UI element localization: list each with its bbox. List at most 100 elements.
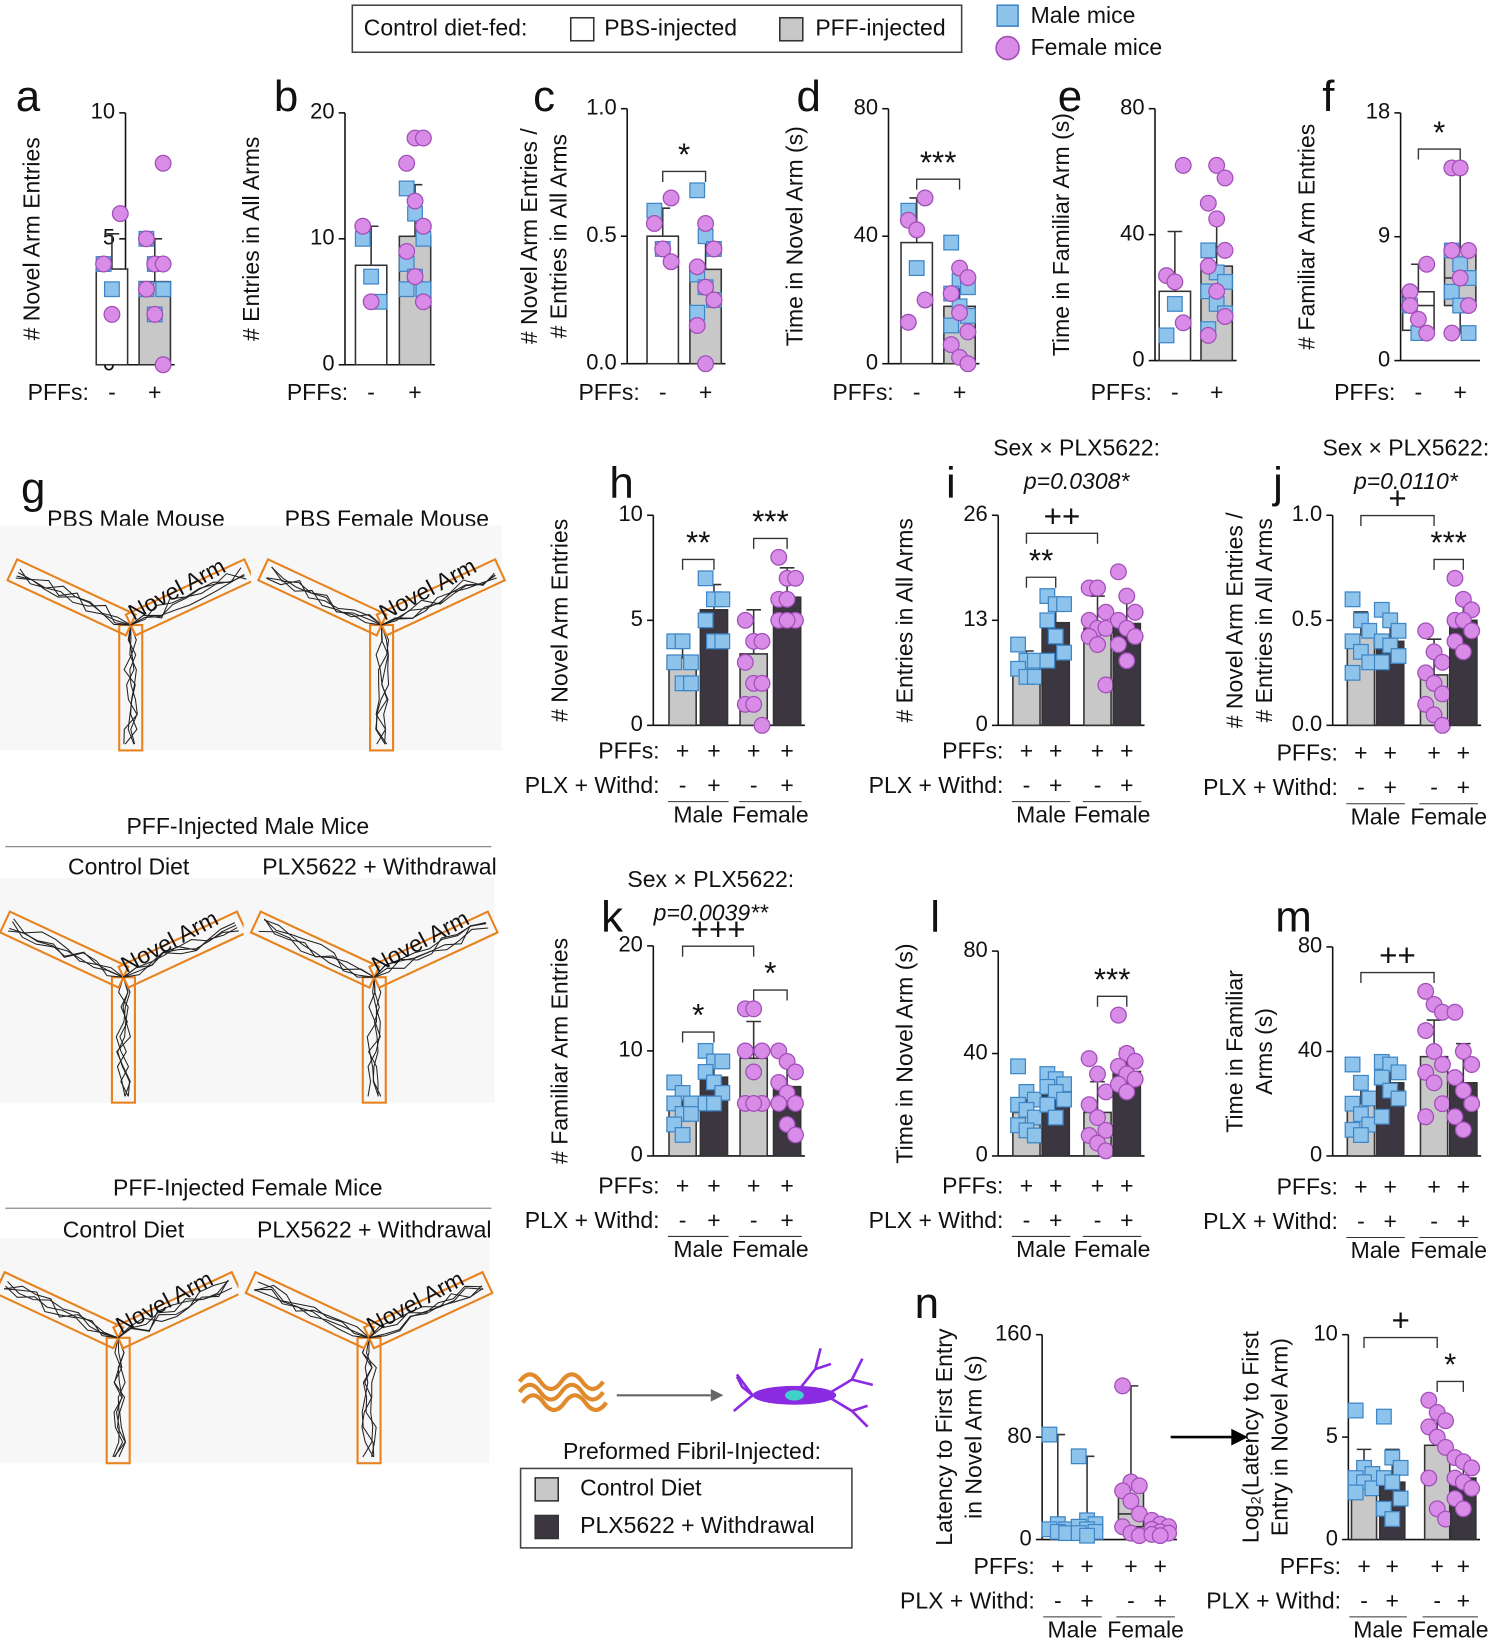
female-point xyxy=(745,1000,763,1018)
female-point xyxy=(1118,1083,1136,1101)
female-point xyxy=(1454,1082,1472,1100)
female-point xyxy=(1454,1121,1472,1139)
female-point xyxy=(688,316,706,334)
female-point xyxy=(745,1094,763,1112)
y-axis-label: Log₂(Latency to First xyxy=(1237,1330,1263,1543)
y-tick-label: 80 xyxy=(854,94,878,119)
significance-bracket xyxy=(1025,576,1057,588)
female-point xyxy=(1126,1070,1144,1088)
female-point xyxy=(1409,310,1427,328)
male-point xyxy=(674,633,691,650)
mouse-track xyxy=(130,573,247,626)
row-mark: + xyxy=(707,1207,720,1233)
y-tick-label: 20 xyxy=(618,932,642,957)
male-point xyxy=(1390,1064,1407,1081)
y-axis-label: Time in Familiar xyxy=(1222,970,1248,1133)
female-point xyxy=(645,214,663,232)
y-axis-label: Time in Novel Arm (s) xyxy=(891,943,917,1163)
panel-letter: f xyxy=(1322,72,1335,121)
maze-label: Control Diet xyxy=(63,1216,185,1242)
row-mark: - xyxy=(913,379,921,405)
female-point xyxy=(154,154,172,172)
row-label: PLX + Withd: xyxy=(869,772,1004,798)
significance-label: * xyxy=(764,956,776,991)
row-mark: + xyxy=(1210,379,1223,405)
mouse-track xyxy=(361,1337,377,1458)
significance-bracket xyxy=(681,945,755,957)
y-tick-label: 18 xyxy=(1366,99,1390,124)
sex-label: Female xyxy=(732,1236,809,1262)
female-point xyxy=(786,1094,804,1112)
legend-label: PFF-injected xyxy=(815,14,945,40)
row-mark: + xyxy=(1020,1172,1033,1198)
interaction-label: p=0.0110* xyxy=(1353,468,1459,494)
y-axis-label: Time in Familiar Arm (s) xyxy=(1048,113,1074,356)
y-tick-label: 10 xyxy=(91,99,115,124)
female-point xyxy=(1418,324,1436,342)
mouse-track xyxy=(372,977,380,1097)
mouse-track xyxy=(117,1287,233,1339)
row-mark: + xyxy=(747,738,760,764)
significance-bracket xyxy=(1096,995,1128,1007)
row-label: PFFs: xyxy=(1277,740,1338,766)
row-mark: + xyxy=(707,1172,720,1198)
female-point xyxy=(1199,326,1217,344)
row-label: PFFs: xyxy=(942,1172,1003,1198)
section-title: PFF-Injected Female Mice xyxy=(113,1174,383,1200)
female-point xyxy=(1109,636,1127,654)
female-point xyxy=(1109,1006,1127,1024)
panel-letter: h xyxy=(609,459,633,508)
row-mark: + xyxy=(1049,738,1062,764)
row-mark: - xyxy=(1094,772,1102,798)
mouse-track xyxy=(264,918,375,978)
row-mark: - xyxy=(750,1207,758,1233)
female-point xyxy=(736,611,754,629)
y-tick-label: 20 xyxy=(310,99,334,124)
legend-box xyxy=(519,1467,853,1549)
female-point xyxy=(1089,636,1106,654)
sex-label: Male xyxy=(1351,803,1401,829)
female-point xyxy=(146,305,164,323)
significance-bracket xyxy=(752,989,788,1001)
female-point xyxy=(1433,1056,1451,1073)
sex-label: Male xyxy=(1351,1237,1401,1263)
female-point xyxy=(745,695,763,713)
y-tick-label: 0 xyxy=(631,711,643,736)
y-axis-label: Time in Novel Arm (s) xyxy=(782,126,808,346)
row-mark: + xyxy=(1383,740,1396,766)
male-point xyxy=(1158,327,1175,344)
y-tick-label: 40 xyxy=(854,222,878,247)
female-point xyxy=(916,291,934,309)
row-mark: - xyxy=(1023,1207,1031,1233)
y-tick-label: 0 xyxy=(1326,1525,1338,1550)
female-point xyxy=(770,548,788,566)
female-point xyxy=(1216,308,1234,325)
row-mark: - xyxy=(1171,379,1179,405)
y-tick-label: 40 xyxy=(1120,220,1144,245)
row-mark: + xyxy=(676,738,689,764)
y-tick-label: 40 xyxy=(963,1039,987,1064)
mouse-track xyxy=(116,977,129,1097)
male-point xyxy=(683,1105,699,1122)
y-axis-label: # Familiar Arm Entries xyxy=(546,938,572,1164)
y-axis-label: in Novel Arm (s) xyxy=(960,1355,986,1518)
row-label: PFFs: xyxy=(832,379,893,405)
female-point xyxy=(1174,156,1192,174)
row-mark: - xyxy=(1430,1208,1438,1234)
female-point xyxy=(1417,1108,1435,1126)
female-point xyxy=(899,313,917,331)
sex-label: Male xyxy=(1016,1236,1066,1262)
female-point xyxy=(908,221,926,239)
row-mark: - xyxy=(1415,379,1423,405)
sex-label: Female xyxy=(732,801,809,827)
panel-letter: m xyxy=(1275,892,1312,941)
row-mark: - xyxy=(659,379,667,405)
legend-label: PBS-injected xyxy=(604,14,737,40)
male-point xyxy=(1047,1109,1064,1126)
row-mark: + xyxy=(1080,1587,1093,1613)
panel-arrowhead xyxy=(1231,1428,1249,1446)
mouse-track xyxy=(381,625,389,745)
y-tick-label: 10 xyxy=(1313,1320,1337,1345)
female-point xyxy=(362,293,380,311)
male-point xyxy=(1039,652,1056,669)
